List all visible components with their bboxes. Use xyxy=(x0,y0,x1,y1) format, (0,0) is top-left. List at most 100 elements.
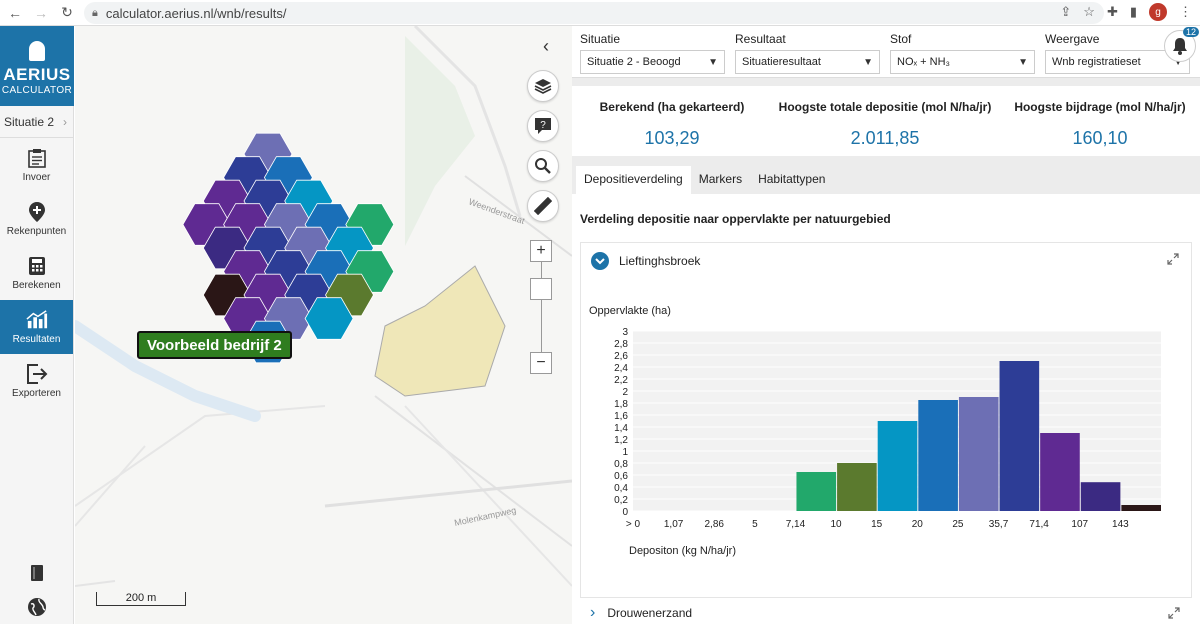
x-tick-label: 35,7 xyxy=(989,519,1009,530)
map-canvas: Weenderstraat Molenkampweg xyxy=(75,26,572,587)
sidepanel-icon[interactable]: ▮ xyxy=(1129,4,1137,19)
y-tick-label: 1,8 xyxy=(614,399,628,410)
extensions-icon[interactable]: ✚ xyxy=(1106,4,1118,19)
deposition-hexagons xyxy=(182,132,395,364)
y-tick-label: 0,8 xyxy=(614,459,628,470)
chart-y-label: Oppervlakte (ha) xyxy=(589,305,671,317)
map-view[interactable]: Weenderstraat Molenkampweg Voorbeeld bed… xyxy=(75,26,572,624)
y-tick-label: 2,6 xyxy=(614,351,628,362)
ruler-icon xyxy=(534,197,552,215)
resultaat-select[interactable]: Situatieresultaat ▼ xyxy=(735,50,880,74)
zoom-out-button[interactable]: − xyxy=(530,352,552,374)
globe-icon[interactable] xyxy=(0,590,74,624)
tab-depositieverdeling[interactable]: Depositieverdeling xyxy=(576,166,691,194)
notifications-button[interactable]: 12 xyxy=(1164,27,1199,62)
clipboard-icon xyxy=(26,147,48,169)
chevron-down-icon[interactable] xyxy=(591,252,609,270)
forward-icon[interactable]: → xyxy=(34,4,48,21)
histogram-bar[interactable] xyxy=(999,361,1040,511)
measure-button[interactable] xyxy=(527,190,559,222)
browser-menu-icon[interactable]: ⋮ xyxy=(1179,4,1192,19)
aerius-logo[interactable]: AERIUS CALCULATOR xyxy=(0,26,74,106)
area-card-lieftinghsbroek: Lieftinghsbroek Oppervlakte (ha) 0 0,2 0,4… xyxy=(580,242,1192,598)
x-tick-label: 71,4 xyxy=(1029,519,1049,530)
histogram-bar[interactable] xyxy=(1080,482,1121,511)
y-tick-label: 2,4 xyxy=(614,363,628,374)
x-tick-label: 10 xyxy=(831,519,843,530)
manual-book-icon[interactable] xyxy=(0,556,74,590)
x-tick-label: 7,14 xyxy=(786,519,806,530)
situation-label: Situatie 2 xyxy=(4,114,55,129)
sidebar-item-invoer[interactable]: Invoer xyxy=(0,138,73,192)
deposition-histogram: 00,20,40,60,811,21,41,61,822,22,42,62,83… xyxy=(614,327,1161,530)
layers-button[interactable] xyxy=(527,70,559,102)
tab-content: Verdeling depositie naar oppervlakte per… xyxy=(572,194,1200,624)
expand-icon[interactable] xyxy=(1167,253,1179,268)
stof-select[interactable]: NOₓ + NH₃ ▼ xyxy=(890,50,1035,74)
sidebar-item-resultaten[interactable]: Resultaten xyxy=(0,300,73,354)
y-tick-label: 0 xyxy=(622,507,628,518)
y-tick-label: 2,2 xyxy=(614,375,628,386)
histogram-bar[interactable] xyxy=(877,421,918,511)
tab-markers[interactable]: Markers xyxy=(698,172,743,186)
search-button[interactable] xyxy=(527,150,559,182)
histogram-bar[interactable] xyxy=(1040,433,1080,511)
histogram-bar[interactable] xyxy=(796,472,837,511)
area-header[interactable]: Lieftinghsbroek xyxy=(581,243,1191,279)
sidebar-item-berekenen[interactable]: Berekenen xyxy=(0,246,73,300)
share-icon[interactable]: ⇪ xyxy=(1060,4,1072,19)
deposition-hexagon xyxy=(304,297,354,340)
x-tick-label: 25 xyxy=(952,519,964,530)
histogram-bar[interactable] xyxy=(918,400,958,511)
sidebar-item-exporteren[interactable]: Exporteren xyxy=(0,354,73,408)
zoom-in-button[interactable]: + xyxy=(530,240,552,262)
histogram-bar[interactable] xyxy=(1121,505,1161,511)
stat-berekend: Berekend (ha gekarteerd) 103,29 xyxy=(599,100,745,148)
chevron-down-icon: ▼ xyxy=(708,56,718,68)
y-tick-label: 3 xyxy=(622,327,628,338)
notification-count: 12 xyxy=(1182,27,1199,37)
export-icon xyxy=(26,363,48,385)
chevron-right-icon[interactable]: › xyxy=(590,604,596,621)
section-title: Verdeling depositie naar oppervlakte per… xyxy=(580,212,891,226)
y-tick-label: 1,4 xyxy=(614,423,628,434)
histogram-bar[interactable] xyxy=(837,463,877,511)
chevron-down-icon: ▼ xyxy=(863,56,873,68)
tab-habitattypen[interactable]: Habitattypen xyxy=(758,172,826,186)
y-tick-label: 0,4 xyxy=(614,483,628,494)
situation-selector[interactable]: Situatie 2 › xyxy=(0,106,73,138)
collapse-panel-icon[interactable]: ‹ xyxy=(543,36,549,56)
info-button[interactable]: ? xyxy=(527,110,559,142)
browser-toolbar: ← → ↻ 🔒︎ calculator.aerius.nl/wnb/result… xyxy=(0,0,1200,26)
chevron-right-icon: › xyxy=(63,114,67,129)
y-tick-label: 2,8 xyxy=(614,339,628,350)
source-label[interactable]: Voorbeeld bedrijf 2 xyxy=(137,331,292,359)
logo-title: AERIUS xyxy=(3,65,71,84)
svg-text:?: ? xyxy=(540,120,546,131)
result-tabs: Depositieverdeling Markers Habitattypen xyxy=(572,166,1200,194)
stof-label: Stof xyxy=(890,32,912,46)
chevron-down-icon: ▼ xyxy=(1173,56,1183,68)
expand-icon[interactable] xyxy=(1168,607,1180,622)
back-icon[interactable]: ← xyxy=(8,4,22,21)
resultaat-label: Resultaat xyxy=(735,32,786,46)
situatie-select[interactable]: Situatie 2 - Beoogd ▼ xyxy=(580,50,725,74)
zoom-control: + − xyxy=(530,240,554,374)
profile-avatar[interactable]: g xyxy=(1149,3,1167,21)
address-bar[interactable]: 🔒︎ calculator.aerius.nl/wnb/results/ xyxy=(84,2,1104,24)
sidebar-item-rekenpunten[interactable]: Rekenpunten xyxy=(0,192,73,246)
weergave-select[interactable]: Wnb registratieset ▼ xyxy=(1045,50,1190,74)
question-bubble-icon: ? xyxy=(535,118,551,134)
scale-bar: 200 m xyxy=(96,592,186,606)
area-card-drouwenerzand[interactable]: › Drouwenerzand xyxy=(580,602,1192,624)
reload-icon[interactable]: ↻ xyxy=(61,4,73,20)
histogram-bar[interactable] xyxy=(958,397,999,511)
bookmark-star-icon[interactable]: ☆ xyxy=(1083,4,1095,19)
zoom-slider-handle[interactable] xyxy=(530,278,552,300)
chevron-down-icon: ▼ xyxy=(1018,56,1028,68)
y-tick-label: 0,2 xyxy=(614,495,628,506)
x-tick-label: 1,07 xyxy=(664,519,684,530)
results-panel: Situatie Situatie 2 - Beoogd ▼ Resultaat … xyxy=(572,26,1200,624)
y-tick-label: 1 xyxy=(622,447,628,458)
sidebar-item-label: Resultaten xyxy=(12,334,61,345)
